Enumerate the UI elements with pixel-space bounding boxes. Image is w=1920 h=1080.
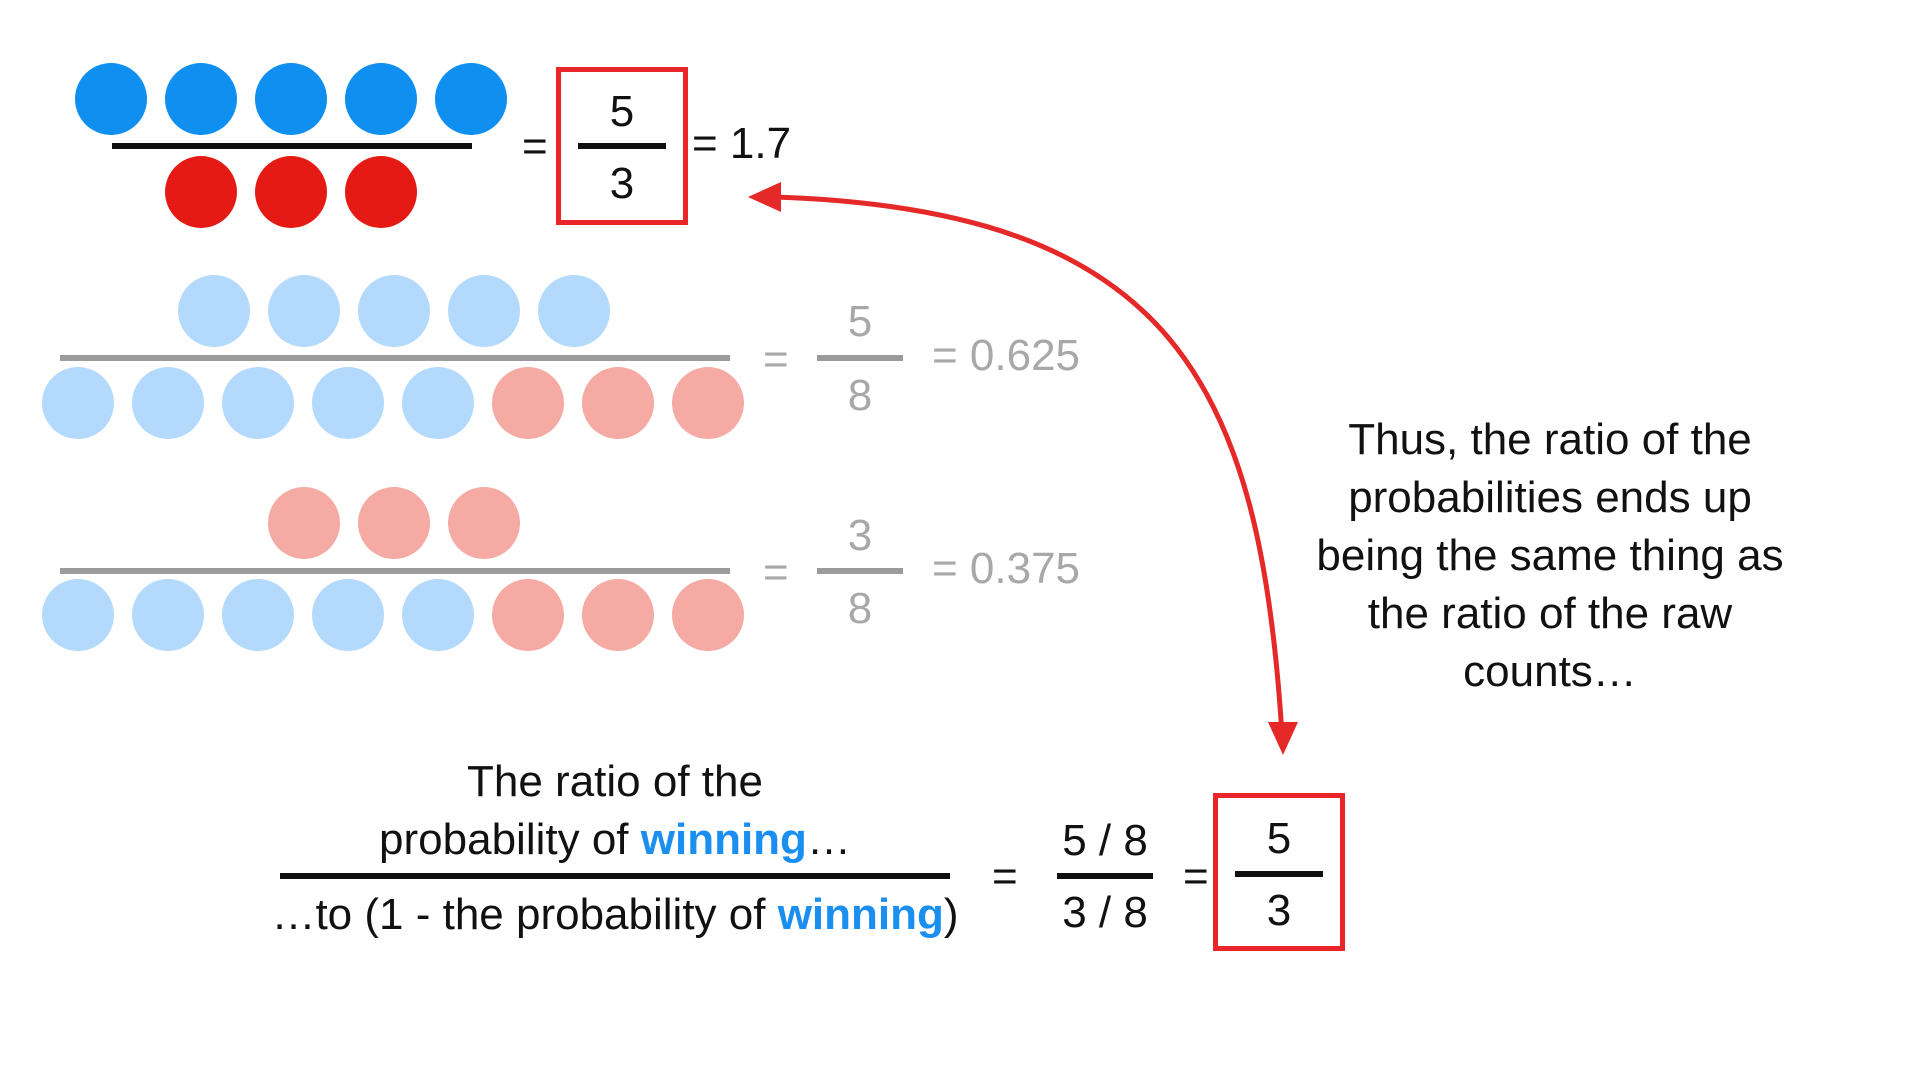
- row3-frac-bar: [817, 568, 903, 574]
- row1-equals: =: [522, 122, 548, 171]
- bottom-equals-1: =: [992, 852, 1018, 901]
- row3-fraction-bar: [60, 568, 730, 574]
- row2-denominator-circle-3: [222, 367, 294, 439]
- row3-numerator-circle-3: [448, 487, 520, 559]
- row2-denominator-circle-6: [492, 367, 564, 439]
- row3-denominator-circle-4: [312, 579, 384, 651]
- row2-denominator-circle-5: [402, 367, 474, 439]
- row3-frac-denominator: 8: [847, 584, 873, 633]
- row1-numerator-circle-2: [165, 63, 237, 135]
- row3-frac-numerator: 3: [847, 511, 873, 560]
- row2-numerator-circle-2: [268, 275, 340, 347]
- row3-numerator-circle-2: [358, 487, 430, 559]
- row1-highlight-box: [556, 67, 688, 225]
- row2-numerator-circle-3: [358, 275, 430, 347]
- winning-word-numerator: winning: [640, 815, 807, 864]
- bottom-frac-numerator: 5 / 8: [1062, 816, 1148, 865]
- row2-equals: =: [763, 335, 789, 384]
- row1-frac-numerator: 5: [609, 87, 635, 136]
- row1-frac-bar: [578, 143, 666, 149]
- row1-denominator-circle-3: [345, 156, 417, 228]
- row2-result: = 0.625: [932, 331, 1081, 380]
- row2-denominator-circle-4: [312, 367, 384, 439]
- row2-frac-numerator: 5: [847, 297, 873, 346]
- row3-denominator-circle-1: [42, 579, 114, 651]
- row2-denominator-circle-8: [672, 367, 744, 439]
- row2-numerator-circle-4: [448, 275, 520, 347]
- bottom-box-denominator: 3: [1266, 886, 1292, 935]
- row3-denominator-circle-2: [132, 579, 204, 651]
- odds-denominator-text: …to (1 - the probability of winning): [200, 886, 1030, 944]
- row1-numerator-circle-1: [75, 63, 147, 135]
- row2-denominator-circle-2: [132, 367, 204, 439]
- row2-numerator-circle-1: [178, 275, 250, 347]
- bottom-equals-2: =: [1183, 852, 1209, 901]
- row2-frac-bar: [817, 355, 903, 361]
- odds-fraction-bar: [280, 873, 950, 879]
- numerator-prefix: probability of: [379, 815, 641, 864]
- row1-result: = 1.7: [692, 119, 792, 168]
- bottom-box-numerator: 5: [1266, 814, 1292, 863]
- explanation-note: Thus, the ratio of the probabilities end…: [1270, 411, 1830, 701]
- row2-denominator-circle-7: [582, 367, 654, 439]
- note-line-2: probabilities ends up: [1348, 473, 1752, 522]
- row2-fraction-bar: [60, 355, 730, 361]
- row3-denominator-circle-5: [402, 579, 474, 651]
- row1-numerator-circle-4: [345, 63, 417, 135]
- bottom-frac-denominator: 3 / 8: [1062, 888, 1148, 937]
- note-line-1: Thus, the ratio of the: [1348, 415, 1752, 464]
- bottom-frac-bar: [1057, 873, 1153, 879]
- row2-frac-denominator: 8: [847, 371, 873, 420]
- row1-frac-denominator: 3: [609, 159, 635, 208]
- row3-denominator-circle-8: [672, 579, 744, 651]
- bottom-highlight-box: [1213, 793, 1345, 951]
- row3-denominator-circle-3: [222, 579, 294, 651]
- odds-numerator-text: The ratio of the probability of winning…: [280, 753, 950, 869]
- row2-denominator-circle-1: [42, 367, 114, 439]
- denominator-prefix: …to (1 - the probability of: [271, 890, 778, 939]
- row1-fraction-bar: [112, 143, 472, 149]
- row1-denominator-circle-2: [255, 156, 327, 228]
- row3-numerator-circle-1: [268, 487, 340, 559]
- row3-denominator-circle-6: [492, 579, 564, 651]
- bottom-box-bar: [1235, 871, 1323, 877]
- note-line-3: being the same thing as: [1316, 531, 1784, 580]
- row2-numerator-circle-5: [538, 275, 610, 347]
- winning-word-denominator: winning: [777, 890, 944, 939]
- odds-numerator-line-1: The ratio of the: [467, 757, 763, 806]
- row1-numerator-circle-5: [435, 63, 507, 135]
- numerator-suffix: …: [806, 815, 851, 864]
- row3-equals: =: [763, 548, 789, 597]
- row3-result: = 0.375: [932, 544, 1081, 593]
- row1-denominator-circle-1: [165, 156, 237, 228]
- note-line-5: counts…: [1463, 647, 1637, 696]
- note-line-4: the ratio of the raw: [1367, 589, 1733, 638]
- odds-numerator-line-2: probability of winning…: [280, 811, 950, 869]
- row1-numerator-circle-3: [255, 63, 327, 135]
- denominator-suffix: ): [943, 890, 959, 939]
- row3-denominator-circle-7: [582, 579, 654, 651]
